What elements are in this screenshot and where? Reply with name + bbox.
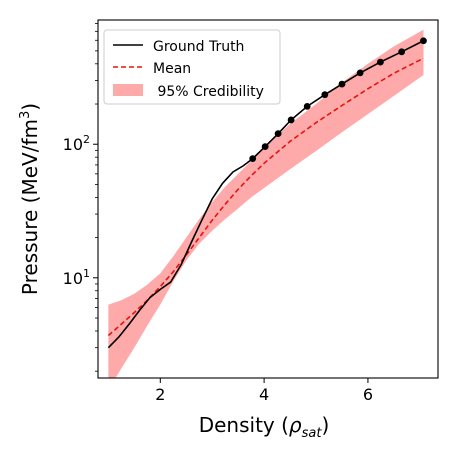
ground-truth-marker-8 [376,58,384,66]
x-axis-label: Density (ρsat) [199,413,330,441]
y-tick-label-0: 101 [63,267,90,288]
x-axis-ticks: 2 4 6 [155,378,373,404]
plot-frame [97,19,439,379]
y-tick-label-base-1: 10 [63,135,83,154]
legend-label-mean: Mean [153,61,191,77]
x-axis-label-subscript: sat [302,426,323,441]
legend: Ground Truth Mean 95% Credibility [103,29,281,105]
y-tick-label-base-0: 10 [63,269,83,288]
y-axis-label-superscript: 3 [18,111,33,119]
x-axis-label-close: ) [321,413,329,437]
y-axis-label-close: ) [18,103,42,111]
y-axis-label-main: Pressure (MeV/fm [18,119,42,295]
plot-area [107,29,427,378]
ground-truth-marker-2 [274,130,282,138]
legend-frame [103,29,281,105]
ground-truth-marker-9 [398,48,406,56]
ground-truth-marker-7 [356,69,364,77]
legend-label-ground-truth: Ground Truth [153,39,244,55]
credibility-band-layer [108,29,424,378]
y-tick-label-1: 102 [63,133,90,154]
x-tick-label-2: 6 [363,385,373,404]
x-tick-label-1: 4 [259,385,269,404]
ground-truth-marker-6 [338,80,346,88]
x-axis-label-symbol: ρ [289,413,302,437]
y-tick-label-exponent-0: 1 [83,267,90,280]
ground-truth-marker-0 [249,155,257,163]
marker-layer [249,37,427,163]
ground-truth-marker-5 [321,91,329,99]
ground-truth-marker-1 [261,143,269,151]
y-axis-label: Pressure (MeV/fm3) [18,103,42,295]
legend-label-credibility: 95% Credibility [153,84,264,100]
ground-truth-marker-4 [303,102,311,110]
y-tick-label-exponent-1: 2 [83,133,90,146]
legend-swatch-credibility [113,84,143,96]
x-axis-label-main: Density ( [199,413,289,437]
x-tick-label-0: 2 [155,385,165,404]
ground-truth-marker-10 [420,37,427,45]
credibility-band [108,29,424,378]
ground-truth-marker-3 [287,116,295,124]
